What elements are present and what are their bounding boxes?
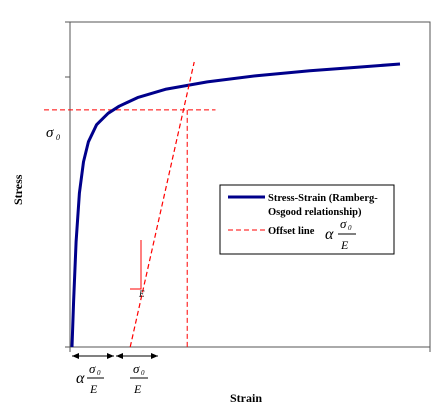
dim-alpha-arrowhead-right — [107, 353, 114, 359]
series-line-offset — [129, 61, 195, 348]
series-line-stress-strain — [70, 62, 401, 348]
dim-alpha-denominator: E — [89, 382, 98, 396]
dim-elastic-numerator-sub: 0 — [141, 369, 145, 377]
dim-elastic-arrowhead-right — [151, 353, 158, 359]
series-group — [70, 61, 401, 348]
dim-alpha-numerator-sub: 0 — [97, 369, 101, 377]
reference-lines — [44, 109, 216, 347]
dim-alpha-arrowhead-left — [72, 353, 79, 359]
dim-elastic-numerator: σ — [133, 361, 140, 376]
sigma0-label: σ — [46, 125, 54, 141]
dimension-elastic-strain: σ 0 E — [116, 353, 158, 396]
dimension-alpha-offset: α σ 0 E — [72, 353, 114, 396]
dim-elastic-arrowhead-left — [116, 353, 123, 359]
dim-alpha-symbol: α — [76, 370, 85, 387]
x-axis-label: Strain — [230, 391, 262, 405]
axis-ticks — [65, 21, 431, 352]
sigma0-subscript: 0 — [56, 133, 60, 142]
plot-frame — [69, 21, 431, 348]
legend-label-stress-strain-2: Osgood relationship) — [268, 207, 362, 218]
dim-alpha-numerator: σ — [89, 361, 96, 376]
legend-sigma: σ — [340, 216, 347, 231]
dim-elastic-denominator: E — [133, 382, 142, 396]
legend-label-stress-strain-1: Stress-Strain (Ramberg- — [268, 193, 378, 204]
legend-label-offset-line: Offset line — [268, 226, 315, 237]
y-axis-label: Stress — [11, 174, 25, 205]
slope-triangle — [130, 240, 142, 290]
legend: Stress-Strain (Ramberg- Osgood relations… — [219, 184, 395, 255]
legend-alpha: α — [325, 226, 334, 243]
legend-sigma-subscript: 0 — [348, 224, 352, 232]
legend-e: E — [340, 238, 349, 252]
slope-e-label: E — [138, 289, 145, 299]
